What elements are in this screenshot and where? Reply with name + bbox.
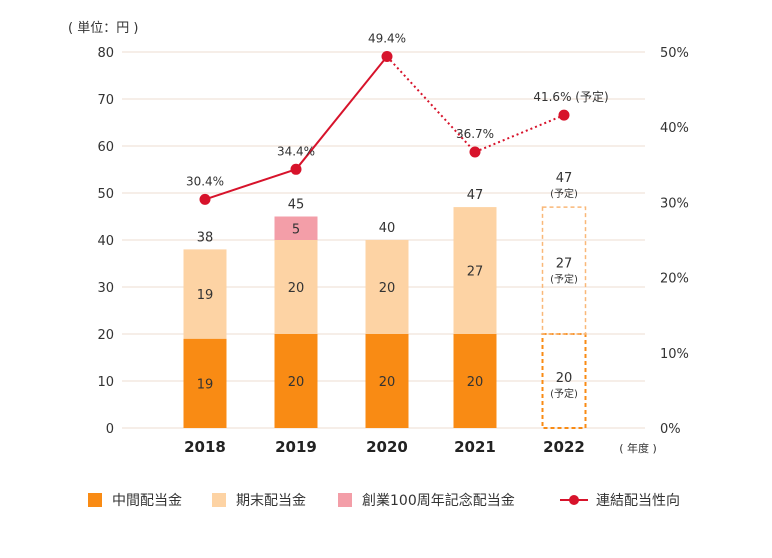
x-tick-label: 2022	[543, 438, 585, 456]
payout-line-segment-dotted	[386, 55, 476, 153]
bar-commemorative-value-label: 5	[292, 222, 300, 237]
y-left-tick-label: 40	[97, 234, 114, 249]
bar-total-label: 38	[197, 230, 214, 245]
bar-final-value-label: 19	[197, 288, 214, 303]
payout-value-label: 36.7%	[456, 127, 494, 141]
legend-payout-label: 連結配当性向	[596, 493, 680, 509]
y-right-tick-label: 0%	[660, 422, 681, 437]
bar-interim	[453, 334, 497, 428]
x-tick-label: 2019	[275, 438, 317, 456]
y-left-tick-label: 0	[106, 422, 114, 437]
payout-value-label: 34.4%	[277, 144, 315, 158]
bar-final-forecast	[541, 206, 587, 335]
legend-payout: 連結配当性向	[560, 490, 680, 510]
bar-total-forecast-note: (予定)	[550, 187, 578, 200]
bar-interim-value-label: 19	[197, 377, 214, 392]
x-tick-label: 2018	[184, 438, 226, 456]
bar-final	[183, 249, 227, 339]
bar-interim-value-label: 20	[467, 375, 484, 390]
payout-value-label: 49.4%	[368, 32, 406, 46]
payout-value-label: 41.6% (予定)	[533, 89, 608, 104]
legend-final: 期末配当金	[212, 490, 306, 510]
legend-payout-line-icon	[560, 493, 588, 507]
payout-line-segment	[204, 168, 297, 201]
bar-final-forecast-note: (予定)	[550, 273, 578, 286]
y-left-tick-label: 80	[97, 46, 114, 61]
x-tick-label: 2020	[366, 438, 408, 456]
legend-interim-swatch	[88, 493, 102, 507]
payout-point	[558, 109, 570, 121]
legend-final-swatch	[212, 493, 226, 507]
bar-total-label: 45	[288, 198, 305, 213]
y-right-tick-label: 30%	[660, 196, 689, 211]
y-left-tick-label: 10	[97, 375, 114, 390]
payout-line-segment-dotted	[474, 114, 565, 153]
payout-point	[199, 193, 211, 205]
legend-interim-label: 中間配当金	[112, 493, 182, 509]
legend-interim: 中間配当金	[88, 490, 182, 510]
legend: 中間配当金 期末配当金 創業100周年記念配当金 連結配当性向	[0, 490, 772, 512]
legend-commemorative-label: 創業100周年記念配当金	[362, 493, 515, 509]
bar-final-value-label: 27	[556, 257, 573, 272]
y-right-tick-label: 20%	[660, 272, 689, 287]
bar-interim	[183, 338, 227, 428]
payout-value-label: 30.4%	[186, 174, 224, 188]
y-left-tick-label: 70	[97, 93, 114, 108]
bar-final-value-label: 27	[467, 265, 484, 280]
legend-final-label: 期末配当金	[236, 493, 306, 509]
bar-total-label: 47	[467, 188, 484, 203]
dividend-chart: 0 10 20 30 40 50 60 70 80 0% 10% 20% 30% 40% 50% 19 19 38…	[97, 32, 689, 456]
bar-commemorative	[274, 216, 318, 240]
payout-point	[381, 51, 393, 63]
y-left-tick-label: 60	[97, 140, 114, 155]
y-right-tick-label: 40%	[660, 121, 689, 136]
x-unit-label: ( 年度 )	[619, 441, 657, 455]
bar-interim-value-label: 20	[288, 375, 305, 390]
y-right-tick-label: 10%	[660, 347, 689, 362]
y-left-tick-label: 50	[97, 187, 114, 202]
y-left-tick-label: 20	[97, 328, 114, 343]
bar-total-label: 47	[556, 171, 573, 186]
bar-final-value-label: 20	[288, 281, 305, 296]
bar-total-label: 40	[379, 221, 396, 236]
bar-interim-value-label: 20	[556, 371, 573, 386]
unit-label: ( 単位：円 )	[68, 21, 139, 36]
bar-final-value-label: 20	[379, 281, 396, 296]
bar-interim	[365, 334, 409, 428]
bar-final	[365, 240, 409, 334]
bar-interim	[274, 334, 318, 428]
bar-interim-forecast-note: (予定)	[550, 387, 578, 400]
legend-commemorative-swatch	[338, 493, 352, 507]
legend-commemorative: 創業100周年記念配当金	[338, 490, 515, 510]
bar-interim-value-label: 20	[379, 375, 396, 390]
x-tick-label: 2021	[454, 438, 496, 456]
y-right-tick-label: 50%	[660, 46, 689, 61]
payout-point	[290, 163, 302, 175]
payout-line-segment	[295, 55, 388, 170]
payout-point	[469, 146, 481, 158]
bar-final	[453, 207, 497, 334]
y-left-tick-label: 30	[97, 281, 114, 296]
bar-final	[274, 240, 318, 334]
